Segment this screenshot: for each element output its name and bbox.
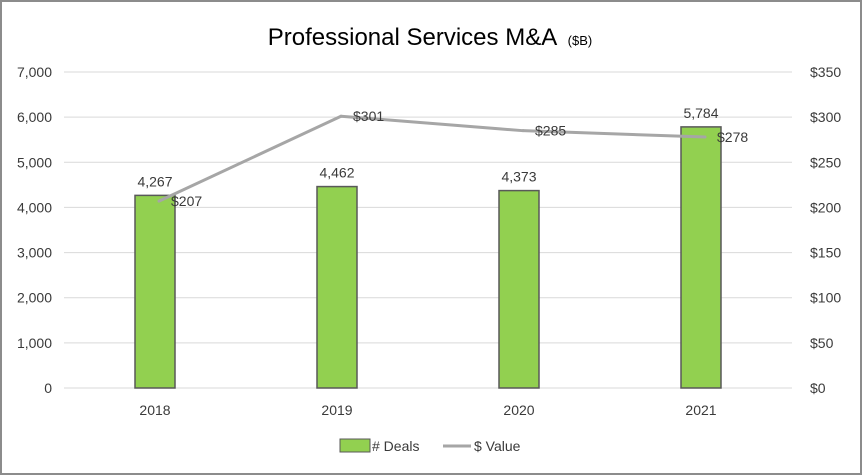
chart-title-main: Professional Services M&A: [268, 24, 557, 51]
deals-data-label: 5,784: [683, 105, 718, 121]
legend-label-deals: # Deals: [372, 438, 419, 454]
x-tick-label: 2018: [139, 402, 170, 418]
left-tick-label: 3,000: [17, 245, 52, 261]
chart-title: Professional Services M&A ($B): [268, 24, 592, 51]
right-tick-label: $250: [810, 154, 841, 170]
x-tick-label: 2020: [503, 402, 534, 418]
value-line-path: [158, 114, 706, 203]
left-axis-ticks: 0 1,000 2,000 3,000 4,000 5,000 6,000 7,000: [17, 64, 52, 396]
left-tick-label: 7,000: [17, 64, 52, 80]
right-axis-ticks: $0 $50 $100 $150 $200 $250 $300 $350: [810, 64, 841, 396]
deals-bar: [316, 185, 358, 389]
left-tick-label: 4,000: [17, 199, 52, 215]
value-data-label: $301: [353, 108, 384, 124]
right-tick-label: $350: [810, 64, 841, 80]
right-tick-label: $100: [810, 290, 841, 306]
value-point: [339, 114, 343, 118]
legend-swatch-deals: [339, 438, 371, 453]
gridlines: [64, 71, 792, 389]
deals-bars: 4,267 4,462 4,373 5,784: [134, 105, 722, 389]
deals-data-label: 4,462: [319, 165, 354, 181]
value-data-label: $285: [535, 123, 566, 139]
right-tick-label: $150: [810, 245, 841, 261]
value-data-label: $207: [171, 193, 202, 209]
left-tick-label: 0: [44, 380, 52, 396]
deals-bar: [680, 126, 722, 389]
right-tick-label: $50: [810, 335, 834, 351]
chart-title-unit: ($B): [568, 33, 593, 48]
value-data-label: $278: [717, 129, 748, 145]
deals-data-label: 4,373: [501, 169, 536, 185]
value-point: [157, 199, 161, 203]
deals-bar: [134, 194, 176, 389]
left-tick-label: 6,000: [17, 109, 52, 125]
left-tick-label: 2,000: [17, 290, 52, 306]
x-axis-ticks: 2018 2019 2020 2021: [139, 402, 716, 418]
value-point: [521, 129, 525, 133]
right-tick-label: $0: [810, 380, 826, 396]
x-tick-label: 2021: [685, 402, 716, 418]
x-tick-label: 2019: [321, 402, 352, 418]
value-line: $207 $301 $285 $278: [157, 108, 748, 209]
legend: # Deals $ Value: [339, 438, 521, 454]
right-tick-label: $300: [810, 109, 841, 125]
deals-bar: [498, 189, 540, 389]
left-tick-label: 1,000: [17, 335, 52, 351]
left-tick-label: 5,000: [17, 154, 52, 170]
legend-label-value: $ Value: [474, 438, 521, 454]
value-point: [703, 135, 707, 139]
right-tick-label: $200: [810, 199, 841, 215]
deals-data-label: 4,267: [137, 173, 172, 189]
